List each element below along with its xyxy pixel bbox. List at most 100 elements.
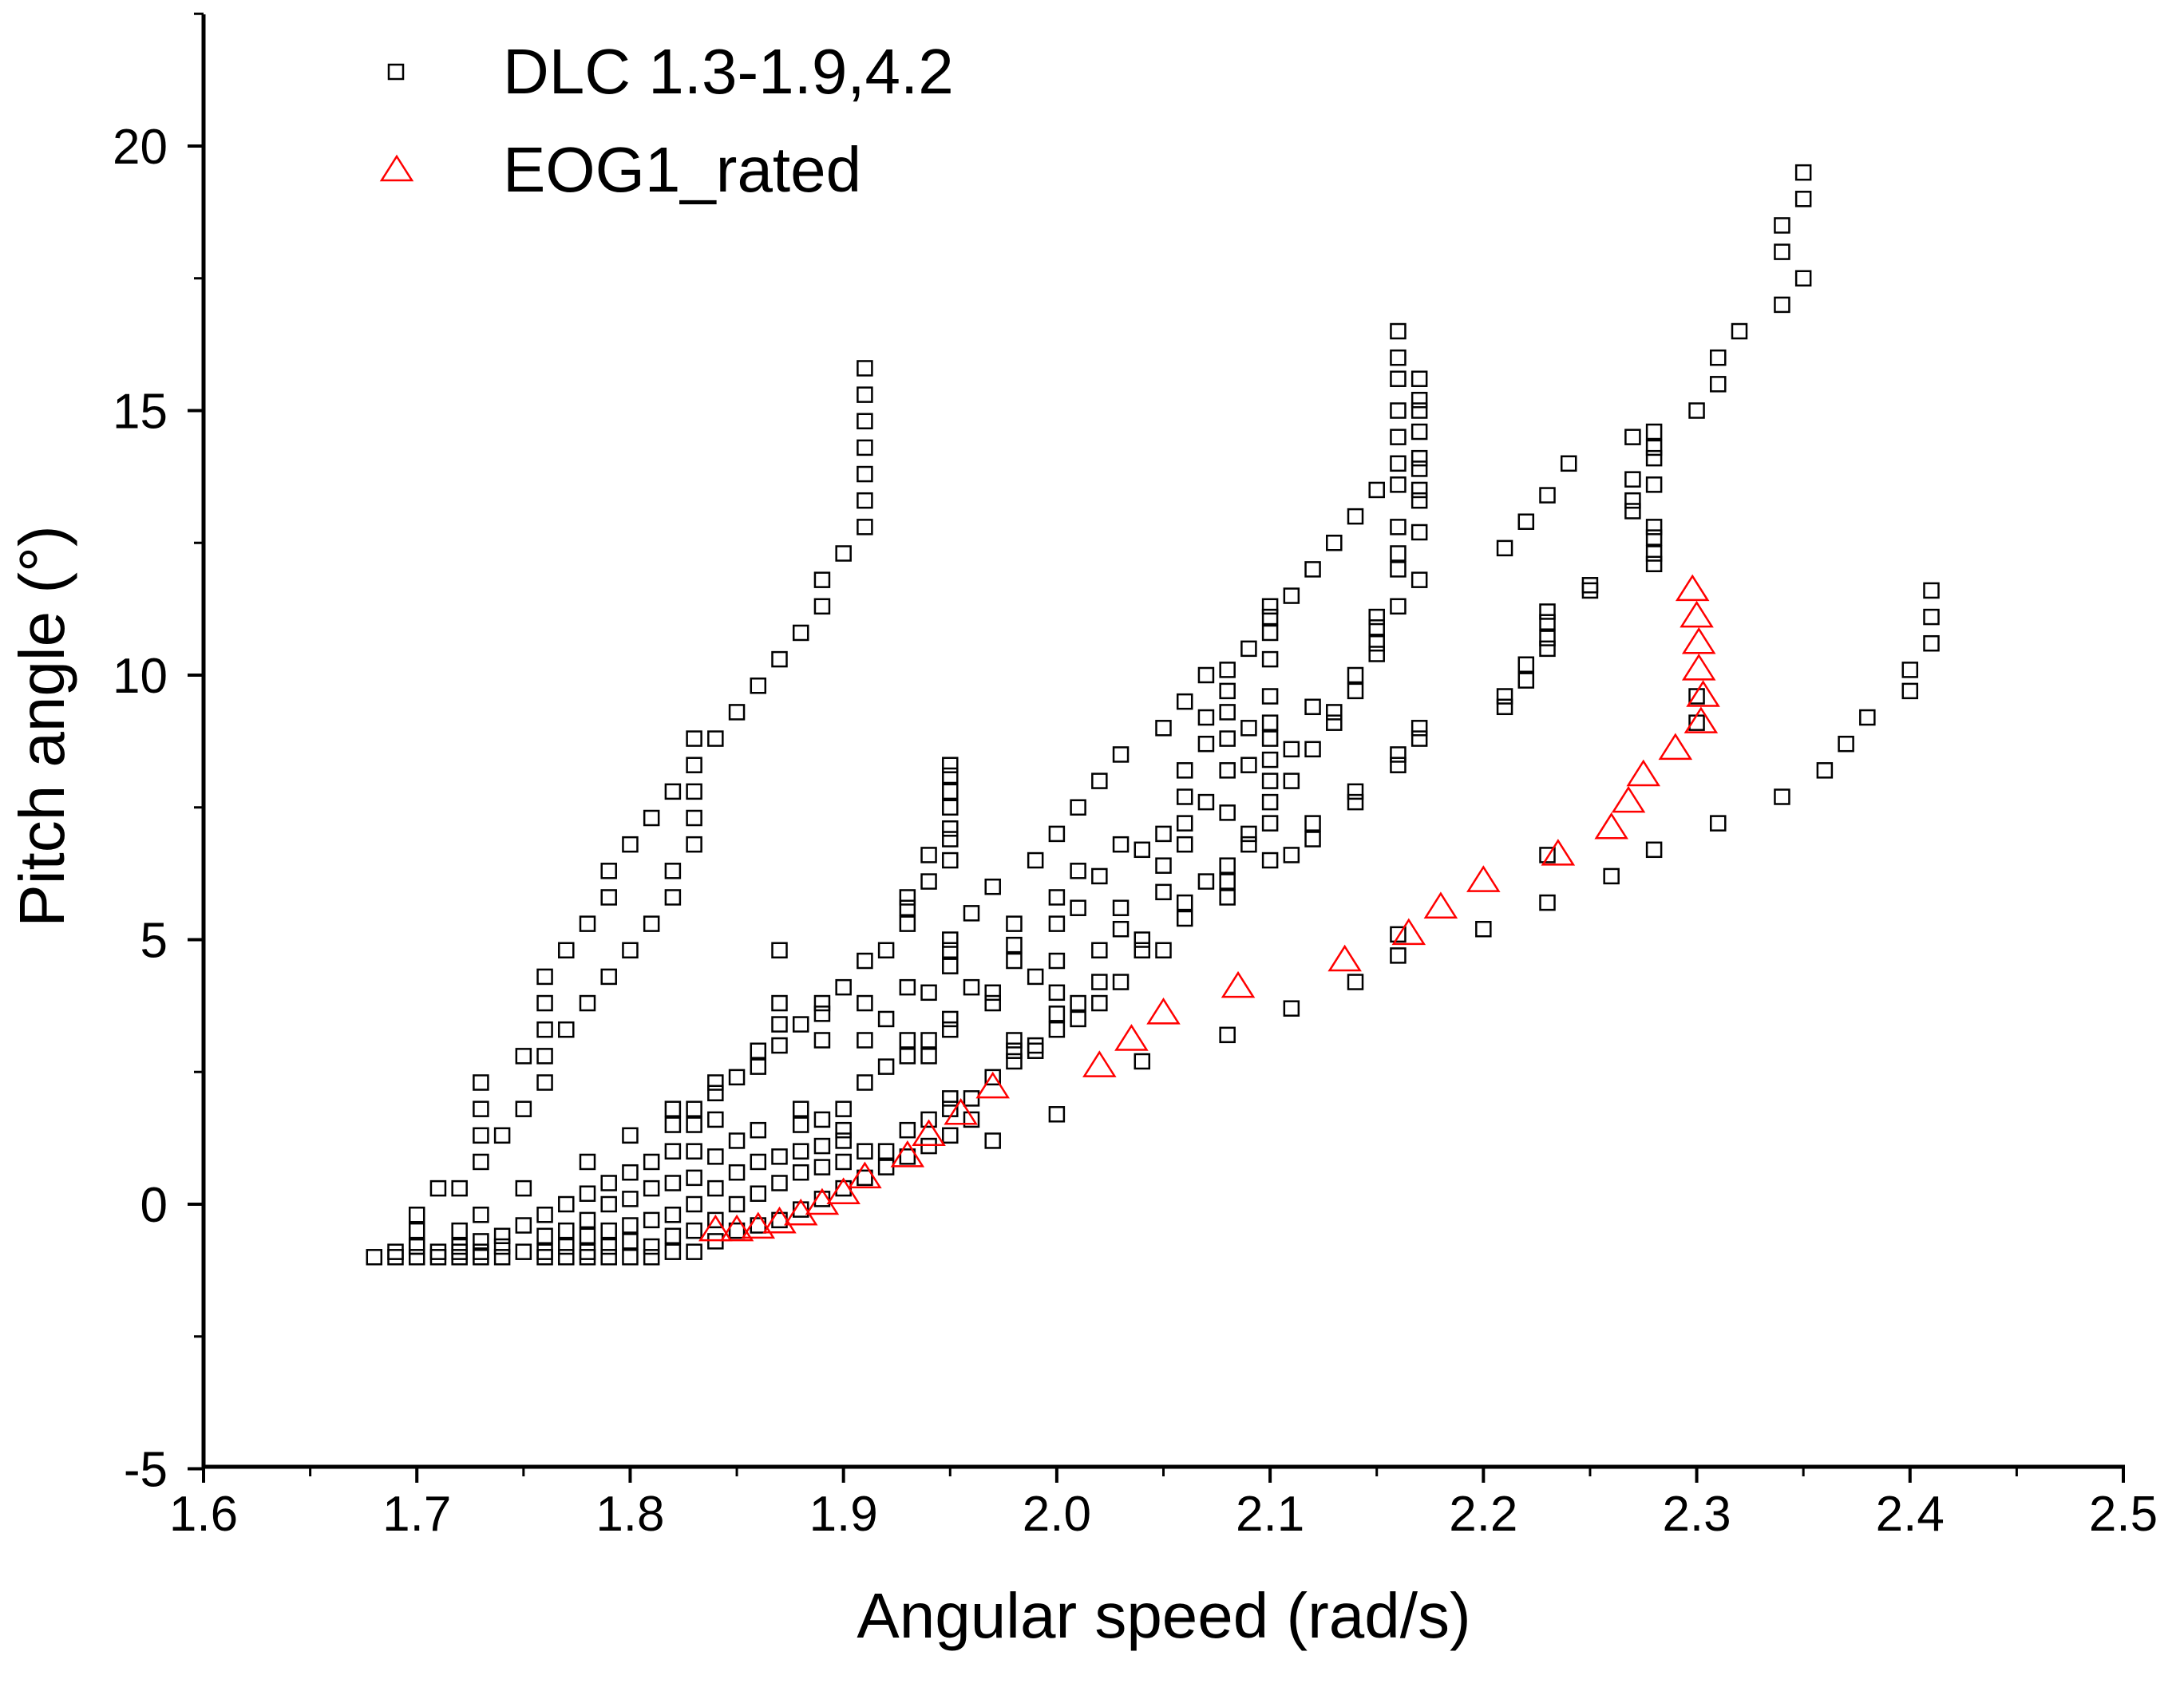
dlc-point — [1645, 555, 1663, 573]
x-axis-ticks: 1.6 1.7 1.8 1.9 2.0 2.1 2.2 2.3 2.4 2.5 — [169, 1467, 2158, 1542]
dlc-point — [1774, 296, 1790, 314]
dlc-point — [686, 1143, 702, 1160]
dlc-point — [942, 783, 959, 800]
dlc-point — [942, 767, 959, 784]
dlc-point — [1176, 894, 1193, 911]
dlc-point — [942, 942, 959, 959]
dlc-point — [1304, 561, 1321, 578]
dlc-point — [1326, 535, 1343, 551]
x-tick-label: 2.0 — [1023, 1487, 1091, 1542]
dlc-point — [558, 942, 575, 959]
dlc-point — [1347, 793, 1364, 811]
dlc-point — [1645, 476, 1663, 493]
eog1-point — [1681, 654, 1716, 681]
dlc-point — [1048, 1006, 1066, 1022]
dlc-point — [942, 851, 959, 869]
dlc-point — [1539, 640, 1556, 658]
dlc-point — [1539, 847, 1556, 863]
dlc-point — [835, 1132, 852, 1149]
dlc-point — [515, 1243, 532, 1260]
dlc-point — [835, 1100, 852, 1117]
dlc-point — [1283, 847, 1300, 863]
eog1-point — [890, 1140, 925, 1168]
dlc-point — [1219, 682, 1236, 700]
dlc-point — [1176, 788, 1193, 805]
dlc-point — [1624, 492, 1641, 509]
dlc-point — [813, 571, 831, 588]
dlc-point — [579, 994, 596, 1012]
dlc-point — [579, 1153, 596, 1171]
dlc-point — [1240, 836, 1257, 853]
legend-marker-triangle — [379, 154, 414, 182]
dlc-point — [1347, 783, 1364, 800]
dlc-point — [1112, 974, 1130, 990]
dlc-point — [622, 1233, 639, 1250]
dlc-point — [408, 1238, 425, 1255]
dlc-point — [579, 1185, 596, 1202]
dlc-point — [664, 1243, 682, 1260]
dlc-point — [857, 1032, 873, 1049]
dlc-point — [686, 1169, 702, 1187]
dlc-point — [899, 889, 916, 906]
dlc-point — [536, 968, 553, 986]
dlc-point — [536, 1074, 553, 1091]
dlc-point — [1368, 646, 1385, 662]
dlc-point — [899, 1148, 916, 1165]
dlc-point — [1517, 513, 1535, 530]
dlc-point — [877, 1010, 895, 1028]
dlc-point — [771, 650, 788, 668]
dlc-point — [664, 783, 682, 800]
dlc-point — [857, 492, 873, 509]
dlc-point — [622, 1191, 639, 1207]
dlc-point — [1624, 471, 1641, 488]
dlc-point — [920, 847, 937, 863]
dlc-point — [1006, 936, 1023, 954]
dlc-point — [1304, 831, 1321, 848]
dlc-point — [664, 1227, 682, 1245]
dlc-point — [1261, 815, 1279, 832]
dlc-point — [366, 1249, 383, 1266]
dlc-point — [1475, 920, 1492, 938]
dlc-point — [1304, 698, 1321, 716]
dlc-point — [1240, 640, 1257, 658]
dlc-point — [515, 1179, 532, 1197]
dlc-point — [536, 1243, 553, 1260]
dlc-point — [963, 1111, 980, 1128]
dlc-point — [920, 984, 937, 1002]
dlc-point — [1645, 519, 1663, 535]
dlc-point — [600, 1249, 617, 1266]
dlc-point — [473, 1127, 489, 1144]
dlc-point — [1496, 698, 1513, 716]
dlc-point — [1070, 899, 1086, 916]
x-tick-label: 2.5 — [2089, 1487, 2158, 1542]
dlc-point — [1219, 662, 1236, 678]
dlc-point — [1901, 662, 1919, 678]
dlc-point — [1006, 1032, 1023, 1049]
dlc-point — [899, 1032, 916, 1049]
eog1-point — [783, 1198, 818, 1226]
dlc-point — [600, 968, 617, 986]
dlc-point — [1390, 926, 1407, 943]
dlc-point — [899, 1121, 916, 1139]
eog1-point — [1686, 680, 1720, 707]
dlc-point — [1624, 429, 1641, 445]
dlc-point — [1219, 889, 1236, 906]
dlc-point — [686, 809, 702, 827]
dlc-point — [792, 1201, 809, 1218]
dlc-point — [1027, 968, 1044, 986]
dlc-point — [515, 1100, 532, 1117]
dlc-point — [536, 1207, 553, 1223]
dlc-point — [408, 1222, 425, 1239]
eog1-point — [741, 1211, 776, 1239]
y-tick-label: 20 — [113, 120, 168, 175]
dlc-point — [473, 1249, 489, 1266]
dlc-point — [493, 1127, 511, 1144]
dlc-point — [664, 1207, 682, 1223]
dlc-point — [1688, 688, 1705, 705]
dlc-point — [536, 994, 553, 1012]
dlc-point — [1645, 545, 1663, 562]
eog1-point — [944, 1097, 978, 1125]
dlc-point — [664, 1143, 682, 1160]
dlc-point — [686, 783, 702, 800]
dlc-point — [1581, 577, 1599, 594]
